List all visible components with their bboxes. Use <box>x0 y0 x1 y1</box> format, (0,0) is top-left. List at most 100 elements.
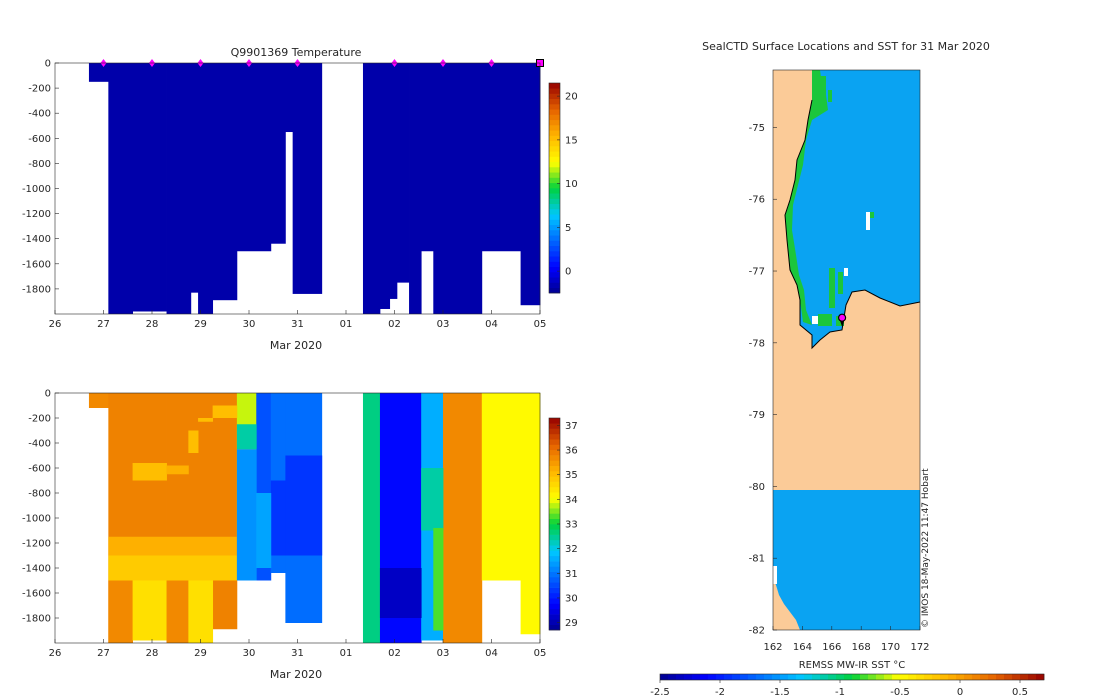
temperature-colorbar-frame <box>548 82 561 294</box>
salinity-colorbar-segment <box>549 603 560 610</box>
salinity-colorbar-segment <box>549 545 560 551</box>
temperature-colorbar-segment <box>549 135 560 142</box>
data-column <box>190 63 199 293</box>
sst-colorbar-segment <box>828 674 837 680</box>
salinity-colorbar-segment <box>549 502 560 509</box>
temperature-colorbar-segment <box>549 182 560 189</box>
coastal-band-patch <box>868 212 874 218</box>
seal-track <box>840 320 845 327</box>
salinity-colorbar-segment <box>549 418 560 424</box>
temperature-colorbar-segment <box>549 146 560 152</box>
y-tick-label: -1200 <box>22 209 51 220</box>
seal-location-marker <box>837 313 847 322</box>
salinity-colorbar-segment <box>549 444 560 451</box>
sst-colorbar-frame <box>659 673 1045 681</box>
sst-colorbar-segment <box>708 674 717 680</box>
data-column <box>481 393 521 581</box>
data-patch <box>188 580 214 643</box>
data-patch <box>270 480 286 556</box>
x-tick-label: 27 <box>97 648 110 659</box>
salinity-colorbar-segment <box>549 449 560 456</box>
sst-colorbar-segment <box>684 674 693 680</box>
data-patch <box>166 465 189 475</box>
sst-colorbar-segment <box>732 674 741 680</box>
x-tick-label: 26 <box>49 648 62 659</box>
sst-colorbar-segment <box>772 674 781 680</box>
temperature-colorbar-segment <box>549 277 560 283</box>
salinity-colorbar-segment <box>549 481 560 488</box>
x-tick-label: 02 <box>388 319 401 330</box>
salinity-colorbar-tick-label: 32 <box>565 544 578 555</box>
salinity-colorbar-segment <box>549 571 560 578</box>
temperature-x-label: Mar 2020 <box>270 339 322 352</box>
data-column <box>433 63 483 314</box>
temperature-colorbar-segment <box>549 219 560 226</box>
salinity-colorbar-segment <box>549 624 560 631</box>
data-column <box>188 393 199 622</box>
temperature-colorbar-segment <box>549 140 560 147</box>
sst-colorbar-label: REMSS MW-IR SST °C <box>799 660 906 671</box>
temperature-colorbar-segment <box>549 130 560 136</box>
temperature-colorbar-segment <box>549 125 560 131</box>
x-tick-label: 28 <box>146 648 159 659</box>
data-patch <box>256 493 272 568</box>
temperature-colorbar-segment <box>549 88 560 94</box>
temperature-colorbar-segment <box>549 209 560 215</box>
salinity-colorbar-segment <box>549 577 560 583</box>
sst-colorbar-tick-label: -0.5 <box>890 687 910 698</box>
temperature-colorbar-segment <box>549 161 560 168</box>
data-patch <box>236 449 257 581</box>
map-frame <box>772 69 921 631</box>
no-data-patch <box>812 316 818 324</box>
data-patch <box>108 580 133 643</box>
y-tick-label: -1600 <box>22 259 51 270</box>
temperature-colorbar-segment <box>549 235 560 241</box>
salinity-colorbar-segment <box>549 524 560 530</box>
data-column <box>166 63 187 314</box>
sst-colorbar-segment <box>1020 674 1029 680</box>
temperature-colorbar-segment <box>549 287 560 294</box>
data-column <box>481 63 521 252</box>
map-title: SealCTD Surface Locations and SST for 31… <box>702 40 990 53</box>
x-tick-label: 28 <box>146 319 159 330</box>
salinity-colorbar-segment <box>549 582 560 588</box>
lon-tick-label: 166 <box>822 642 841 653</box>
x-tick-label: 02 <box>388 648 401 659</box>
temperature-colorbar-tick-label: 5 <box>565 223 571 234</box>
temperature-colorbar-tick-label: 20 <box>565 92 578 103</box>
open-water-south <box>773 490 920 630</box>
temperature-colorbar-segment <box>549 151 560 157</box>
sst-colorbar-tick-label: -1 <box>835 687 845 698</box>
data-column <box>409 63 422 314</box>
sst-colorbar-segment <box>988 674 997 680</box>
salinity-colorbar-tick-label: 34 <box>565 495 578 506</box>
salinity-colorbar-tick-label: 37 <box>565 421 578 432</box>
sst-colorbar-segment <box>812 674 821 680</box>
salinity-colorbar-segment <box>549 428 560 435</box>
y-tick-label: -1800 <box>22 614 51 625</box>
sst-colorbar-segment <box>676 674 685 680</box>
data-column <box>198 63 214 314</box>
data-patch <box>421 468 444 531</box>
x-tick-label: 26 <box>49 319 62 330</box>
sst-colorbar-segment <box>980 674 989 680</box>
temperature-colorbar-segment <box>549 224 560 231</box>
sst-colorbar-segment <box>932 674 941 680</box>
temperature-colorbar-segment <box>549 266 560 273</box>
salinity-colorbar-segment <box>549 550 560 557</box>
data-column <box>379 63 391 309</box>
x-tick-label: 30 <box>243 319 256 330</box>
data-column <box>132 63 167 312</box>
salinity-colorbar-segment <box>549 529 560 535</box>
sst-colorbar-segment <box>852 674 861 680</box>
temperature-colorbar-segment <box>549 251 560 257</box>
y-tick-label: -1400 <box>22 234 51 245</box>
temperature-colorbar-segment <box>549 256 560 262</box>
temperature-colorbar-segment <box>549 230 560 236</box>
data-column <box>520 63 541 306</box>
salinity-y-axis: 0 -200 -400 -600 -800 -1000 -1200 -1400 -1600 -18… <box>22 389 59 625</box>
temperature-colorbar-segment <box>549 193 560 199</box>
temperature-colorbar-segment <box>549 172 560 178</box>
sst-colorbar-segment <box>668 674 677 680</box>
